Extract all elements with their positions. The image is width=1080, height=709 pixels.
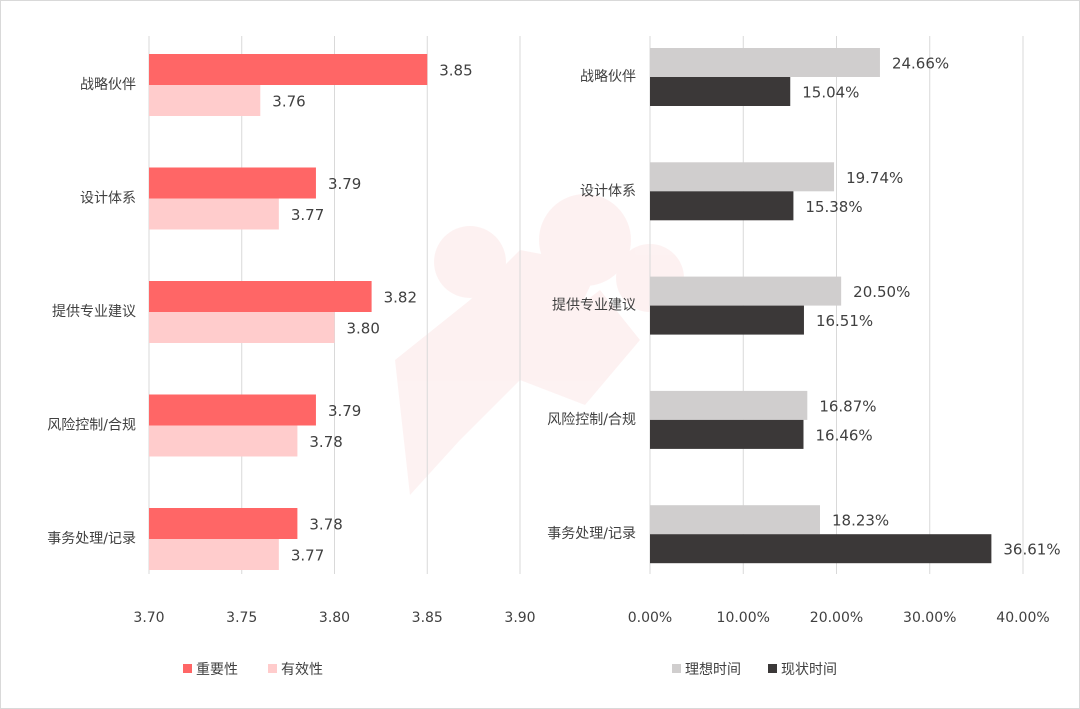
data-label: 16.46% — [815, 426, 872, 444]
category-label: 设计体系 — [580, 183, 636, 199]
x-tick-label: 20.00% — [810, 610, 863, 626]
data-label: 3.85 — [439, 62, 472, 80]
bar — [149, 54, 428, 85]
bar — [650, 419, 804, 449]
bar — [650, 305, 804, 335]
bar — [149, 85, 261, 116]
legend-swatch — [768, 664, 777, 673]
data-label: 18.23% — [832, 512, 889, 530]
legend-swatch — [183, 664, 192, 673]
data-label: 24.66% — [892, 55, 949, 73]
legend-label: 重要性 — [196, 662, 238, 678]
x-tick-label: 3.70 — [133, 610, 164, 626]
x-tick-label: 0.00% — [628, 610, 672, 626]
data-label: 15.04% — [802, 84, 859, 102]
data-label: 3.78 — [309, 516, 342, 534]
x-tick-label: 10.00% — [717, 610, 770, 626]
right-chart: 0.00% 10.00% 20.00% 30.00% 40.00% 战略伙伴 24.66% 1… — [547, 36, 1061, 678]
x-tick-label: 3.80 — [319, 610, 350, 626]
x-tick-label: 3.85 — [412, 610, 443, 626]
data-label: 3.82 — [384, 289, 417, 307]
bar — [149, 539, 279, 570]
category-label: 提供专业建议 — [552, 298, 636, 314]
legend-label: 现状时间 — [781, 662, 837, 678]
legend-swatch — [268, 664, 277, 673]
bar — [650, 191, 794, 221]
bar — [149, 312, 335, 343]
bar — [650, 48, 880, 77]
category-label: 提供专业建议 — [52, 304, 136, 320]
data-label: 20.50% — [853, 283, 910, 301]
watermark-logo — [395, 194, 684, 495]
bar — [149, 508, 298, 539]
category-label: 战略伙伴 — [80, 77, 136, 93]
left-chart: 3.70 3.75 3.80 3.85 3.90 战略伙伴 3.85 3.76 设计体系 3.79… — [47, 36, 536, 678]
data-label: 36.61% — [1003, 541, 1060, 559]
data-label: 3.76 — [272, 93, 305, 111]
category-label: 事务处理/记录 — [47, 531, 136, 547]
data-label: 16.87% — [819, 397, 876, 415]
data-label: 3.78 — [309, 433, 342, 451]
data-label: 3.79 — [328, 175, 361, 193]
data-label: 3.77 — [291, 206, 324, 224]
x-tick-label: 3.75 — [226, 610, 257, 626]
bar — [650, 162, 835, 192]
data-label: 19.74% — [846, 169, 903, 187]
x-tick-label: 30.00% — [903, 610, 956, 626]
bar — [149, 167, 316, 199]
bar — [149, 198, 279, 230]
data-label: 15.38% — [805, 198, 862, 216]
data-label: 16.51% — [816, 312, 873, 330]
data-label: 3.80 — [347, 320, 380, 338]
bar — [149, 281, 372, 312]
bar — [650, 505, 820, 535]
legend-label: 有效性 — [281, 662, 323, 678]
category-label: 设计体系 — [80, 191, 136, 207]
data-label: 3.77 — [291, 547, 324, 565]
x-tick-label: 3.90 — [504, 610, 535, 626]
category-label: 风险控制/合规 — [547, 412, 636, 428]
bar — [650, 534, 992, 564]
x-tick-label: 40.00% — [996, 610, 1049, 626]
bar — [149, 425, 298, 457]
category-label: 事务处理/记录 — [547, 526, 636, 542]
category-label: 风险控制/合规 — [47, 418, 136, 434]
legend-label: 理想时间 — [685, 662, 741, 678]
bar — [650, 390, 808, 420]
data-label: 3.79 — [328, 402, 361, 420]
legend-swatch — [672, 664, 681, 673]
bar — [149, 394, 316, 426]
bar — [650, 276, 842, 306]
bar — [650, 77, 791, 106]
category-label: 战略伙伴 — [580, 69, 636, 85]
